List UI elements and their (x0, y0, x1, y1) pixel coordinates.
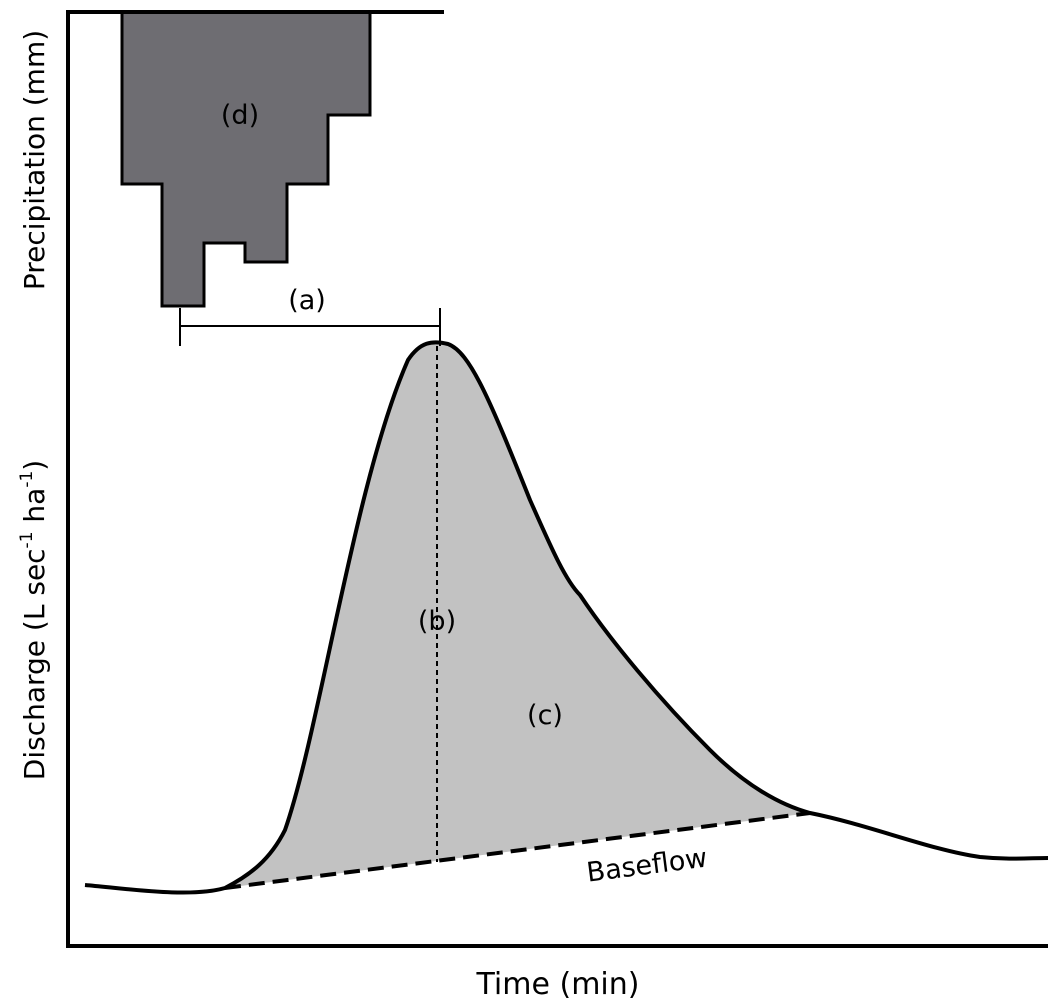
runoff-volume-area (225, 342, 810, 889)
discharge-label-sup1: -1 (17, 531, 37, 548)
discharge-label-sup2: -1 (17, 471, 37, 488)
y-axis-label-discharge: Discharge (L sec-1 ha-1) (17, 460, 51, 780)
discharge-label-mid: ha (18, 488, 51, 532)
label-b: (b) (418, 606, 456, 637)
y-axis-label-precipitation: Precipitation (mm) (18, 30, 51, 290)
baseflow-label: Baseflow (585, 842, 709, 888)
baseflow-line (224, 811, 811, 890)
label-c: (c) (527, 700, 563, 731)
label-a: (a) (288, 285, 326, 316)
hyetograph-precipitation (120, 10, 372, 308)
label-d: (d) (221, 100, 259, 131)
hydrograph-curve (84, 340, 1048, 895)
discharge-label-main: Discharge (L sec (18, 548, 51, 780)
x-axis-label: Time (min) (476, 967, 640, 1002)
discharge-label-close: ) (18, 460, 51, 471)
